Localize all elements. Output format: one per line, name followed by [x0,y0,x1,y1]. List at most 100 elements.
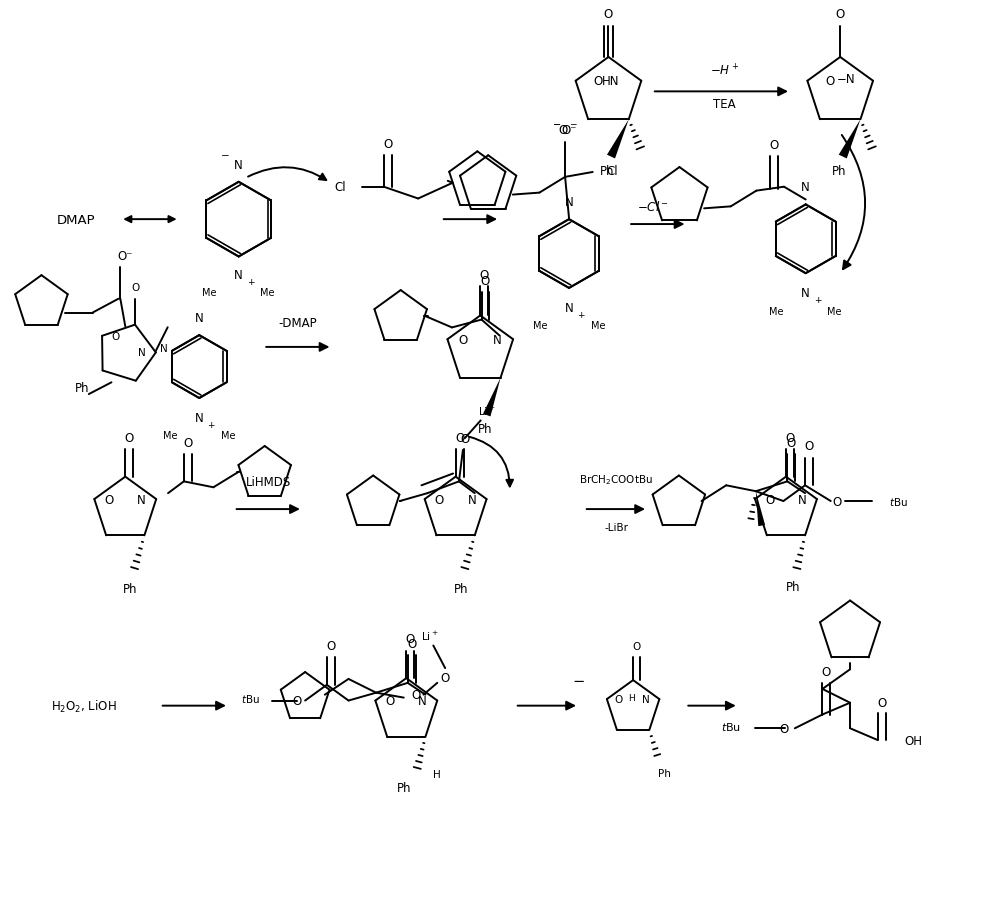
Text: Me: Me [591,321,605,331]
Text: O: O [383,138,392,151]
Text: TEA: TEA [713,97,736,110]
Text: $t$Bu: $t$Bu [889,495,908,507]
Text: O: O [877,697,886,709]
Text: O: O [770,139,779,152]
Text: +: + [207,421,215,429]
Text: Ph: Ph [658,768,671,778]
Text: N: N [137,493,146,506]
Text: BrCH$_2$COOtBu: BrCH$_2$COOtBu [579,473,653,487]
Polygon shape [756,492,765,527]
Text: O: O [804,440,814,453]
Text: N: N [801,287,810,300]
Text: O: O [460,432,470,445]
Text: O: O [480,268,489,281]
Text: O: O [822,665,831,678]
Text: +: + [577,311,585,320]
Polygon shape [607,120,629,159]
Text: O: O [787,437,796,449]
Text: Me: Me [221,431,235,441]
Text: N: N [234,158,243,172]
Text: $t$Bu: $t$Bu [721,720,742,732]
Text: O: O [406,632,415,646]
Polygon shape [839,120,860,159]
Text: +: + [247,278,254,286]
Text: Me: Me [202,288,217,298]
Text: H$_2$O$_2$, LiOH: H$_2$O$_2$, LiOH [51,698,117,714]
Text: OH: OH [904,733,922,747]
Text: O: O [104,493,114,506]
Text: Cl: Cl [334,181,346,194]
Text: −: − [569,119,577,128]
Text: N: N [138,348,146,358]
Text: Me: Me [533,321,547,331]
Text: $t$Bu: $t$Bu [241,692,260,704]
Text: O: O [836,8,845,21]
Text: HN: HN [602,75,620,88]
Polygon shape [483,379,501,417]
Text: N: N [798,493,807,506]
Text: $-H^+$: $-H^+$ [710,63,739,78]
Text: O: O [455,431,464,445]
Text: N: N [801,181,810,194]
Text: O: O [131,283,139,293]
Text: DMAP: DMAP [56,213,95,226]
Text: Li$^+$: Li$^+$ [478,404,495,418]
Text: N: N [565,301,573,314]
Text: H: H [433,769,441,779]
Text: −: − [221,151,229,161]
Text: Ph: Ph [832,165,846,177]
Text: O: O [411,688,420,701]
Text: Ph: Ph [478,423,492,436]
Text: -LiBr: -LiBr [604,522,628,532]
Text: O: O [326,640,335,652]
Text: H: H [628,693,635,702]
Text: Ph: Ph [786,580,801,594]
Text: O: O [441,672,450,685]
Text: N: N [195,312,204,324]
Text: O: O [780,722,789,735]
Text: O⁻: O⁻ [561,124,577,137]
Text: Ph: Ph [397,781,411,795]
Text: Me: Me [163,431,178,441]
Text: Me: Me [827,306,842,316]
Text: O: O [604,8,613,21]
Text: O: O [593,75,603,88]
Text: O: O [632,641,641,651]
Text: O: O [833,495,842,508]
Text: Ph: Ph [75,381,89,394]
Text: Cl: Cl [606,165,618,178]
Text: Ph: Ph [600,165,614,177]
Text: N: N [642,695,649,704]
Text: O: O [125,431,134,445]
Text: −N: −N [837,74,855,86]
Text: LiHMDS: LiHMDS [246,475,291,489]
Text: O: O [112,332,120,342]
Text: N: N [467,493,476,506]
Text: O⁻: O⁻ [118,250,133,263]
Text: Li$^+$: Li$^+$ [421,630,438,642]
Text: O: O [183,437,192,449]
Text: +: + [814,296,821,305]
Text: O: O [435,493,444,506]
Text: O: O [615,695,623,704]
Text: O: O [481,275,490,288]
Text: O: O [407,638,416,651]
Text: Me: Me [260,288,275,298]
Text: −: − [573,673,585,687]
Text: N: N [160,344,168,354]
Text: Ph: Ph [123,583,138,596]
Text: $-Cl^-$: $-Cl^-$ [637,200,669,214]
Text: N: N [195,412,204,425]
Text: O: O [292,694,301,708]
Text: Ph: Ph [454,583,468,596]
Text: ̅O: ̅O [560,124,570,137]
Text: Me: Me [770,306,784,316]
Text: N: N [565,196,573,209]
Text: N: N [493,334,502,346]
Text: O: O [386,694,395,708]
Text: O: O [765,493,774,506]
Text: -DMAP: -DMAP [279,316,317,330]
Text: O: O [825,75,834,88]
Text: N: N [234,268,243,281]
Text: O: O [459,334,468,346]
